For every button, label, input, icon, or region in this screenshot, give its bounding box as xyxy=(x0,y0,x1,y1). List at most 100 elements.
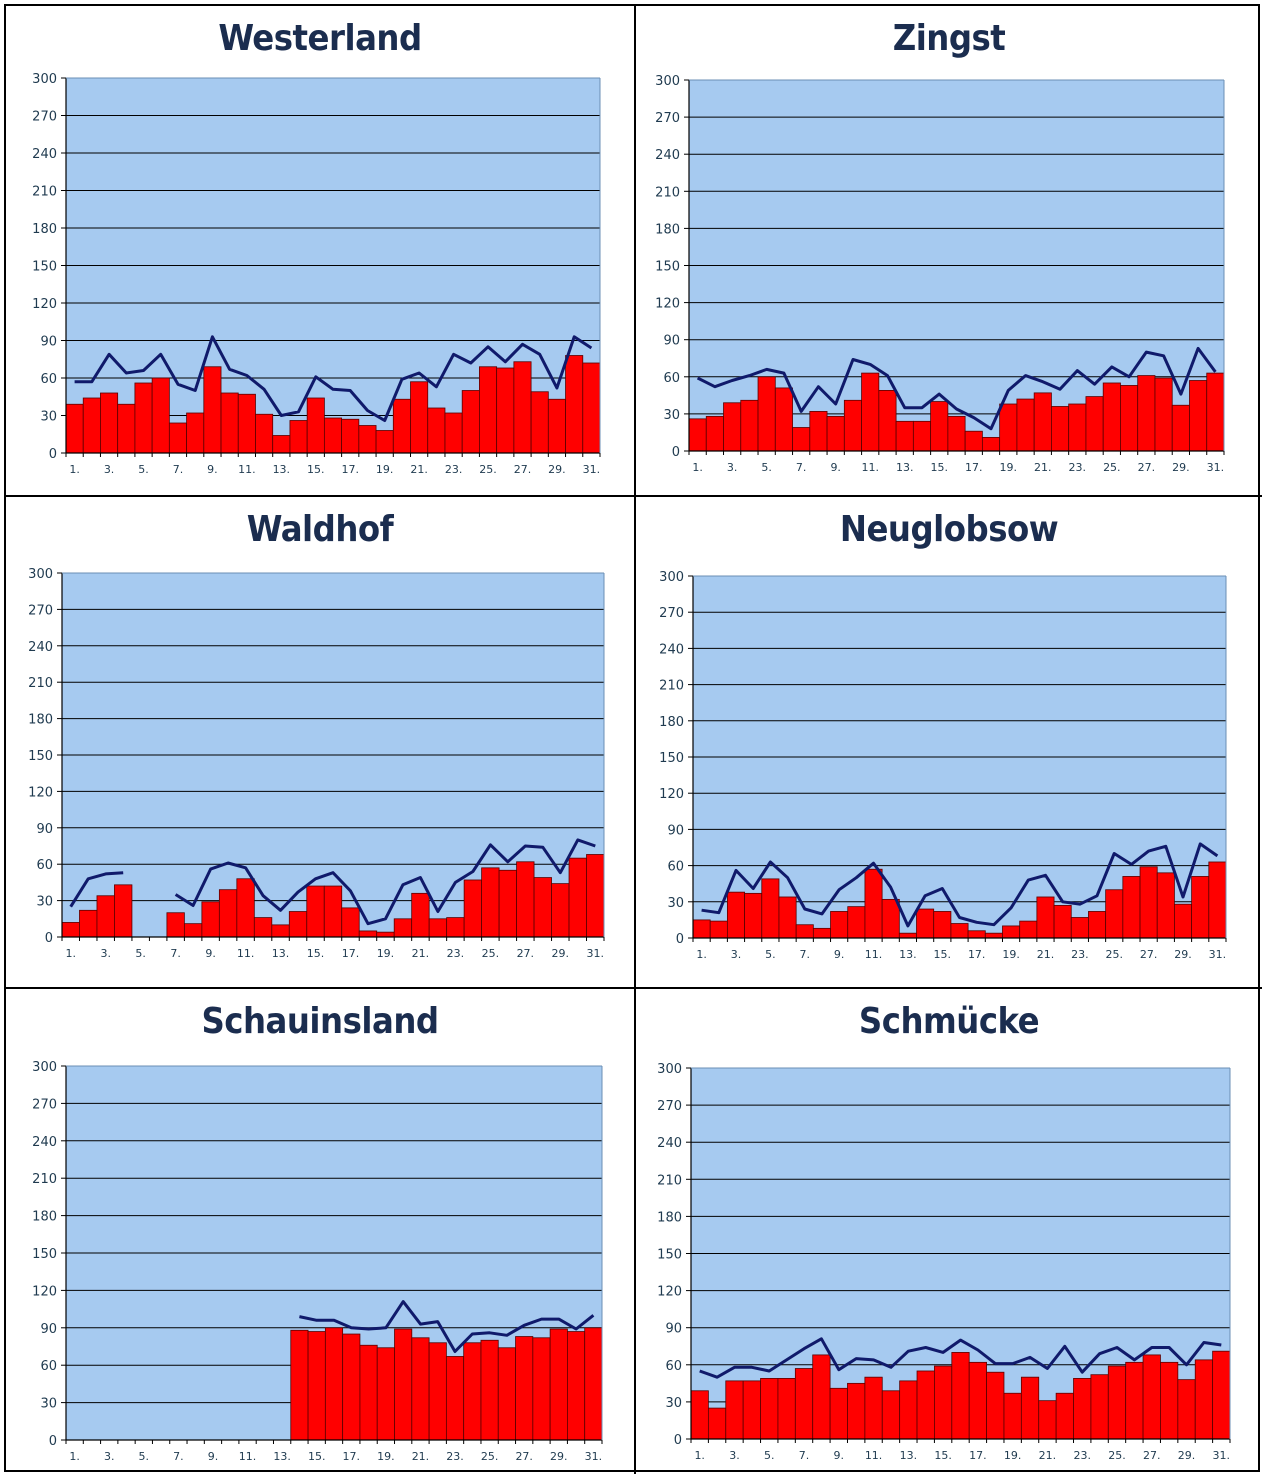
bar xyxy=(723,402,742,452)
x-tick-label: 31. xyxy=(1207,461,1225,474)
chart-grid: Westerland 0 30 60 90 120 150 180 210 240 270 300 1… xyxy=(4,4,1262,1474)
y-tick-label: 0 xyxy=(676,932,684,947)
bar xyxy=(1055,1392,1074,1440)
y-tick-label: 150 xyxy=(659,751,684,766)
bar xyxy=(446,917,465,938)
y-tick-label: 60 xyxy=(667,860,684,875)
x-tick-label: 11. xyxy=(861,461,879,474)
x-tick-label: 3. xyxy=(729,1449,740,1462)
series-line xyxy=(69,871,124,908)
y-tick-label: 90 xyxy=(40,1322,57,1337)
bar xyxy=(895,420,914,452)
x-tick-label: 1. xyxy=(696,948,707,961)
x-tick-label: 1. xyxy=(692,461,703,474)
x-tick-label: 3. xyxy=(731,948,742,961)
y-tick-label: 0 xyxy=(49,447,57,462)
bar xyxy=(864,1376,883,1440)
bar xyxy=(497,1347,516,1441)
x-tick-label: 21. xyxy=(412,1450,430,1463)
x-tick-label: 29. xyxy=(552,947,570,960)
x-tick-label: 15. xyxy=(934,1449,952,1462)
chart-zingst: 0 30 60 90 120 150 180 210 240 270 300 1. 3. 5. 7. 9. 11… xyxy=(655,74,1225,474)
y-tick-label: 120 xyxy=(28,785,53,800)
bar xyxy=(428,918,448,938)
bar xyxy=(1102,382,1121,452)
bar xyxy=(547,398,566,454)
y-tick-label: 60 xyxy=(36,858,53,873)
bar xyxy=(794,1368,814,1440)
bar xyxy=(61,922,80,938)
bar xyxy=(551,883,570,938)
x-tick-label: 13. xyxy=(899,948,917,961)
bar xyxy=(947,415,966,452)
y-tick-label: 90 xyxy=(40,335,57,350)
x-tick-label: 19. xyxy=(1004,1449,1022,1462)
bar xyxy=(567,1331,586,1441)
y-tick-label: 270 xyxy=(655,111,680,126)
y-tick-label: 210 xyxy=(657,1173,682,1188)
x-tick-label: 9. xyxy=(208,1450,219,1463)
bar xyxy=(307,1331,326,1441)
bar xyxy=(1120,385,1139,452)
bar xyxy=(394,1328,413,1441)
x-tick-label: 9. xyxy=(830,461,841,474)
chart-title: Schmücke xyxy=(858,1001,1040,1042)
x-tick-label: 15. xyxy=(930,461,948,474)
bar xyxy=(461,390,480,454)
bar xyxy=(999,403,1018,452)
bar xyxy=(341,907,360,938)
bar xyxy=(878,390,897,452)
bar xyxy=(236,878,255,938)
x-tick-label: 1. xyxy=(69,463,80,476)
bar xyxy=(186,412,205,454)
bar xyxy=(912,420,932,452)
bar xyxy=(272,435,291,454)
x-tick-label: 19. xyxy=(1002,948,1020,961)
bar xyxy=(916,908,935,939)
y-tick-label: 210 xyxy=(655,185,680,200)
x-tick-label: 5. xyxy=(139,1450,150,1463)
x-tick-label: 27. xyxy=(517,947,535,960)
panel-schmuecke: Schmücke 0 30 60 90 120 150 180 210 240 270 300 1. 3… xyxy=(636,989,1262,1474)
bar xyxy=(761,878,780,939)
bar xyxy=(740,399,759,452)
bar xyxy=(1085,396,1104,452)
bar xyxy=(899,1380,918,1440)
bar xyxy=(742,1380,761,1440)
bar xyxy=(829,1387,848,1440)
x-tick-label: 9. xyxy=(834,948,845,961)
bar xyxy=(342,1333,361,1441)
x-tick-label: 5. xyxy=(135,947,146,960)
x-tick-label: 29. xyxy=(1172,461,1190,474)
bar xyxy=(323,885,343,938)
x-tick-label: 23. xyxy=(1071,948,1089,961)
bar xyxy=(480,1339,499,1441)
bar xyxy=(744,892,763,939)
bar xyxy=(117,403,136,454)
bar xyxy=(427,407,446,454)
bar xyxy=(1189,380,1208,452)
y-tick-label: 0 xyxy=(49,1434,57,1449)
y-tick-label: 150 xyxy=(28,749,53,764)
bar xyxy=(549,1328,568,1441)
bar xyxy=(812,1354,831,1440)
y-tick-label: 120 xyxy=(659,787,684,802)
chart-title: Neuglobsow xyxy=(839,509,1059,550)
bar xyxy=(986,1371,1005,1440)
bar xyxy=(1002,925,1021,939)
bar xyxy=(324,1327,344,1441)
x-tick-label: 17. xyxy=(341,463,359,476)
x-tick-label: 27. xyxy=(515,1450,533,1463)
panel-waldhof: Waldhof 0 30 60 90 120 150 180 210 240 270 300 1. 3.… xyxy=(6,497,636,989)
bar xyxy=(707,1407,727,1440)
bar xyxy=(847,906,866,939)
bar xyxy=(688,418,707,452)
bar xyxy=(930,401,949,452)
series-line xyxy=(299,1300,595,1353)
bar xyxy=(271,924,290,938)
bar xyxy=(1139,866,1158,939)
bar xyxy=(1177,1379,1196,1440)
x-tick-label: 25. xyxy=(479,463,497,476)
x-tick-label: 3. xyxy=(100,947,111,960)
bar xyxy=(479,366,498,454)
